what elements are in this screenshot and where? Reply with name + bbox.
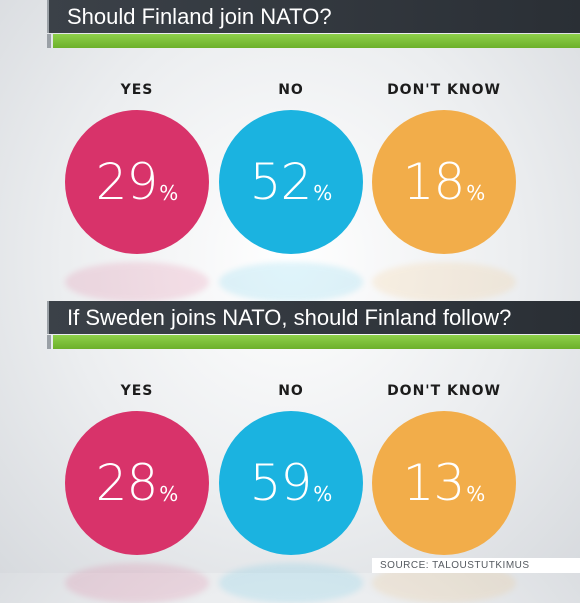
answer-value-no: 52	[249, 153, 313, 211]
poll-title-bar-2: If Sweden joins NATO, should Finland fol…	[47, 301, 580, 334]
percent-sign: %	[159, 181, 179, 205]
answer-circle-yes: 29%	[65, 110, 209, 254]
accent-stub-1	[47, 34, 51, 48]
accent-bar-2	[53, 335, 580, 349]
percent-sign: %	[159, 482, 179, 506]
answer-circle-yes: 28%	[65, 411, 209, 555]
answer-label-no: NO	[278, 383, 304, 399]
answer-label-yes: YES	[120, 383, 154, 399]
answer-value-yes: 29	[95, 153, 159, 211]
poll-title-bar-1: Should Finland join NATO?	[47, 0, 580, 33]
poll-title-2: If Sweden joins NATO, should Finland fol…	[67, 305, 512, 330]
percent-sign: %	[313, 181, 333, 205]
poll-title-1: Should Finland join NATO?	[67, 4, 332, 29]
answer-circle-dont-know: 13%	[372, 411, 516, 555]
answer-label-yes: YES	[120, 82, 154, 98]
percent-sign: %	[313, 482, 333, 506]
answer-label-dont-know: DON'T KNOW	[387, 82, 501, 98]
percent-sign: %	[466, 181, 486, 205]
answer-reflection-dont-know	[372, 262, 516, 302]
answer-label-no: NO	[278, 82, 304, 98]
answer-circle-no: 59%	[219, 411, 363, 555]
answer-value-dont-know: 18	[402, 153, 466, 211]
source-credit: SOURCE: TALOUSTUTKIMUS	[372, 558, 580, 573]
answer-circle-no: 52%	[219, 110, 363, 254]
answer-value-dont-know: 13	[402, 454, 466, 512]
answer-reflection-yes	[65, 262, 209, 302]
answer-value-yes: 28	[95, 454, 159, 512]
answer-circle-dont-know: 18%	[372, 110, 516, 254]
answer-label-dont-know: DON'T KNOW	[387, 383, 501, 399]
answer-reflection-yes	[65, 563, 209, 603]
answer-reflection-no	[219, 262, 363, 302]
accent-bar-1	[53, 34, 580, 48]
percent-sign: %	[466, 482, 486, 506]
answer-reflection-no	[219, 563, 363, 603]
accent-stub-2	[47, 335, 51, 349]
answer-value-no: 59	[249, 454, 313, 512]
